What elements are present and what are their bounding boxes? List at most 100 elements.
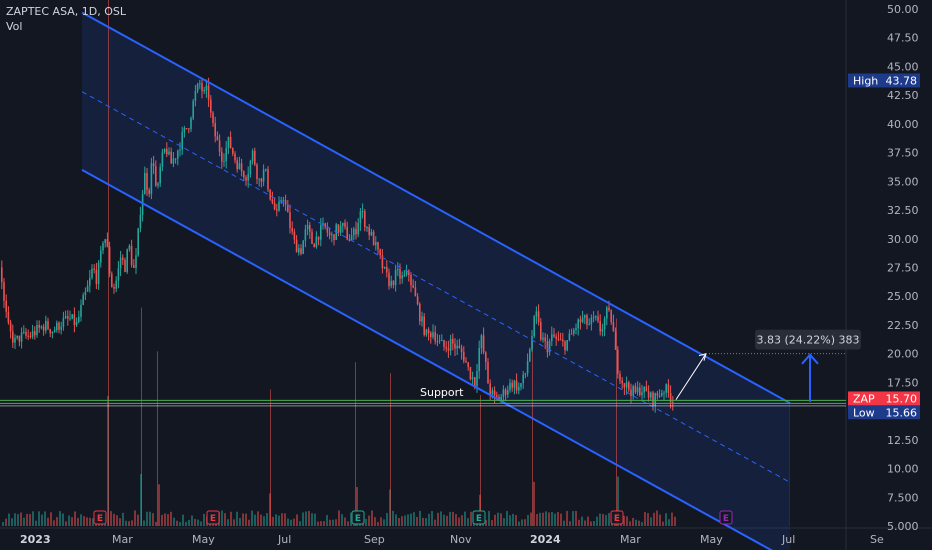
projection-label-box — [755, 329, 861, 350]
volume-bar — [368, 515, 370, 526]
candle-body — [75, 321, 78, 326]
volume-bar — [605, 514, 607, 526]
earnings-marker[interactable]: E — [719, 510, 733, 525]
candle-body — [45, 320, 47, 331]
candle-body — [256, 164, 258, 179]
x-tick-label: May — [700, 533, 723, 546]
y-tick-label: 50.00 — [887, 3, 919, 16]
volume-spike — [390, 373, 391, 526]
candle-body — [71, 314, 73, 319]
candle-body — [58, 322, 60, 330]
candle-body — [67, 316, 69, 319]
volume-legend[interactable]: Vol — [6, 20, 23, 33]
volume-bar — [563, 520, 565, 526]
volume-bar — [602, 513, 604, 526]
earnings-marker[interactable]: E — [93, 510, 107, 525]
candle-body — [423, 316, 425, 335]
candle-body — [606, 307, 608, 319]
candle-body — [328, 232, 331, 236]
candle-body — [236, 160, 238, 170]
candle-body — [672, 402, 674, 404]
volume-bar — [665, 513, 667, 526]
earnings-marker[interactable]: E — [610, 510, 624, 525]
x-axis[interactable]: 2023 Mar May Jul Sep Nov 2024 Mar May Jul Se — [20, 533, 884, 546]
candle-body — [595, 316, 597, 318]
candle-body — [509, 382, 511, 391]
candle-body — [478, 348, 480, 372]
volume-bar — [83, 516, 85, 526]
candle-body — [177, 150, 179, 159]
price-labels: High 43.78 ZAP 15.70 Low 15.66 — [848, 73, 920, 420]
y-tick-label: 32.50 — [887, 204, 919, 217]
volume-bar — [242, 513, 244, 526]
candle-body — [359, 211, 362, 224]
volume-bar — [164, 513, 166, 526]
volume-bar — [335, 519, 337, 526]
candle-body — [124, 259, 126, 273]
earnings-marker[interactable]: E — [472, 510, 486, 525]
candle-body — [368, 227, 370, 236]
regression-channel[interactable] — [81, 11, 791, 550]
candle-body — [504, 389, 507, 395]
candle-body — [421, 316, 423, 322]
volume-bar — [344, 517, 346, 526]
volume-bar — [584, 520, 586, 526]
candle-body — [375, 242, 377, 246]
symbol-legend[interactable]: ZAPTEC ASA, 1D, OSL — [6, 5, 127, 18]
volume-bar — [203, 513, 205, 526]
earnings-marker-box — [610, 510, 624, 525]
candle-body — [511, 382, 513, 388]
price-label-value-box — [880, 391, 920, 406]
candle-body — [427, 329, 430, 333]
volume-bar — [593, 521, 595, 526]
volume-bar — [266, 513, 268, 526]
volume-bar — [302, 512, 304, 526]
volume-bar — [245, 513, 247, 526]
candle-body — [196, 84, 199, 92]
candle-body — [584, 315, 586, 318]
earnings-marker[interactable]: E — [206, 510, 220, 525]
volume-bar — [545, 511, 547, 526]
volume-bar — [494, 514, 496, 526]
candle-body — [23, 331, 25, 333]
volume-bar — [290, 519, 292, 526]
candle-body — [69, 318, 71, 320]
earnings-marker[interactable]: E — [351, 510, 365, 525]
volume-bar — [674, 516, 676, 526]
volume-bar — [416, 516, 418, 526]
candle-body — [227, 136, 230, 148]
candle-body — [304, 229, 307, 241]
candle-body — [405, 270, 408, 275]
candle-body — [388, 272, 390, 287]
candle-body — [56, 322, 58, 331]
volume-bar — [143, 520, 145, 526]
y-tick-label: 12.50 — [887, 434, 919, 447]
candle-body — [432, 332, 434, 337]
candle-body — [333, 234, 335, 241]
volume-bar — [398, 518, 400, 526]
candle-body — [73, 314, 76, 326]
volume-spike — [108, 0, 109, 526]
volume-bar — [149, 511, 151, 526]
volume-bar — [176, 520, 178, 526]
candle-body — [276, 209, 278, 211]
candle-body — [458, 345, 461, 348]
candle-body — [170, 151, 172, 164]
candle-body — [577, 319, 579, 329]
volume-bar — [560, 513, 562, 526]
projection-drawing[interactable]: 3.83 (24.22%) 383 — [675, 329, 861, 402]
volume-spike — [480, 394, 481, 526]
candle-body — [179, 149, 181, 151]
volume-bar — [227, 519, 229, 526]
volume-bar — [485, 520, 487, 526]
support-line[interactable]: Support — [0, 386, 846, 407]
volume-bar — [17, 514, 19, 526]
y-tick-label: 30.00 — [887, 233, 919, 246]
volume-bar — [569, 521, 571, 526]
price-label-high: High 43.78 — [848, 73, 920, 88]
candle-body — [621, 380, 623, 384]
candle-body — [617, 349, 619, 374]
volume-bar — [284, 513, 286, 526]
